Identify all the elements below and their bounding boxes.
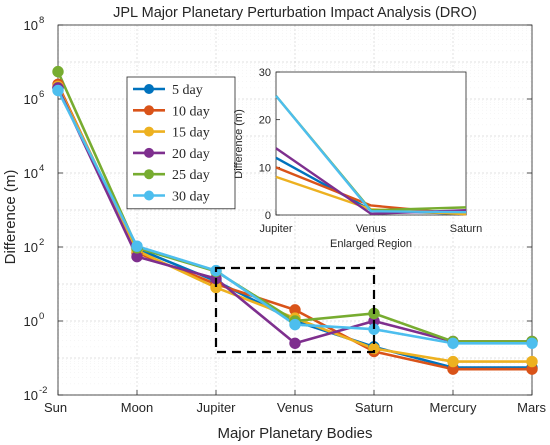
y-tick-label: 10 [24,18,38,33]
y-tick-label: 10 [24,388,38,403]
y-axis-label: Difference (m) [2,170,19,265]
legend-label: 5 day [172,83,203,98]
data-point [447,337,459,349]
legend-label: 20 day [172,147,210,162]
x-tick-label: Jupiter [196,400,236,415]
inset-y-tick-label: 20 [259,115,271,127]
legend-swatch-marker [144,84,154,94]
enlarged-region-box [214,266,376,354]
legend-swatch-marker [144,105,154,116]
data-point [289,318,301,331]
inset-background [276,72,466,215]
y-tick-exponent: 8 [39,15,44,26]
y-tick-exponent: 0 [39,311,44,322]
data-point [289,337,301,349]
chart-title: JPL Major Planetary Perturbation Impact … [113,5,477,21]
inset-y-tick-label: 0 [265,210,271,222]
y-tick-label: 10 [24,92,38,107]
data-point [52,65,64,78]
data-point [526,337,538,349]
legend-label: 10 day [172,104,210,119]
x-tick-label: Venus [277,400,314,415]
inset-x-tick-label: Venus [356,223,387,235]
legend-label: 30 day [172,190,210,205]
legend-label: 25 day [172,168,210,183]
x-tick-label: Mars [517,400,546,415]
legend-swatch-marker [144,190,154,201]
y-tick-label: 10 [24,166,38,181]
data-point [131,240,143,252]
inset-x-tick-label: Jupiter [259,223,292,235]
y-tick-label: 10 [24,314,38,329]
inset-axis-ticks: 0 10 20 30 Jupiter Venus Saturn [259,67,482,235]
y-tick-exponent: 2 [39,237,44,248]
data-point [52,84,64,97]
y-tick-exponent: -2 [39,385,47,396]
x-tick-label: Moon [121,400,154,415]
legend: 5 day 10 day 15 day 20 day 25 day 30 day [126,76,236,210]
y-tick-exponent: 4 [39,163,44,174]
data-point [447,355,459,368]
y-tick-label: 10 [24,240,38,255]
y-tick-exponent: 6 [39,89,44,100]
inset-series-line [275,95,467,214]
inset-y-tick-label: 10 [259,162,271,174]
x-tick-label: Mercury [430,400,477,415]
inset-x-tick-label: Saturn [450,223,482,235]
legend-swatch-marker [144,147,154,158]
x-tick-label: Sun [44,400,67,415]
inset-y-axis-label: Difference (m) [233,109,245,178]
x-axis-label: Major Planetary Bodies [217,425,372,442]
inset-y-tick-label: 30 [259,67,271,79]
x-tick-label: Saturn [355,400,393,415]
legend-swatch-marker [144,169,154,180]
data-point [526,355,538,368]
legend-swatch-marker [144,126,154,137]
legend-label: 15 day [172,126,210,141]
legend-box [126,76,236,210]
inset-chart: Difference (m) Enlarged Region 0 10 20 30 Ju… [233,67,482,250]
inset-x-axis-label: Enlarged Region [330,238,412,250]
inset-series-group [275,95,467,216]
